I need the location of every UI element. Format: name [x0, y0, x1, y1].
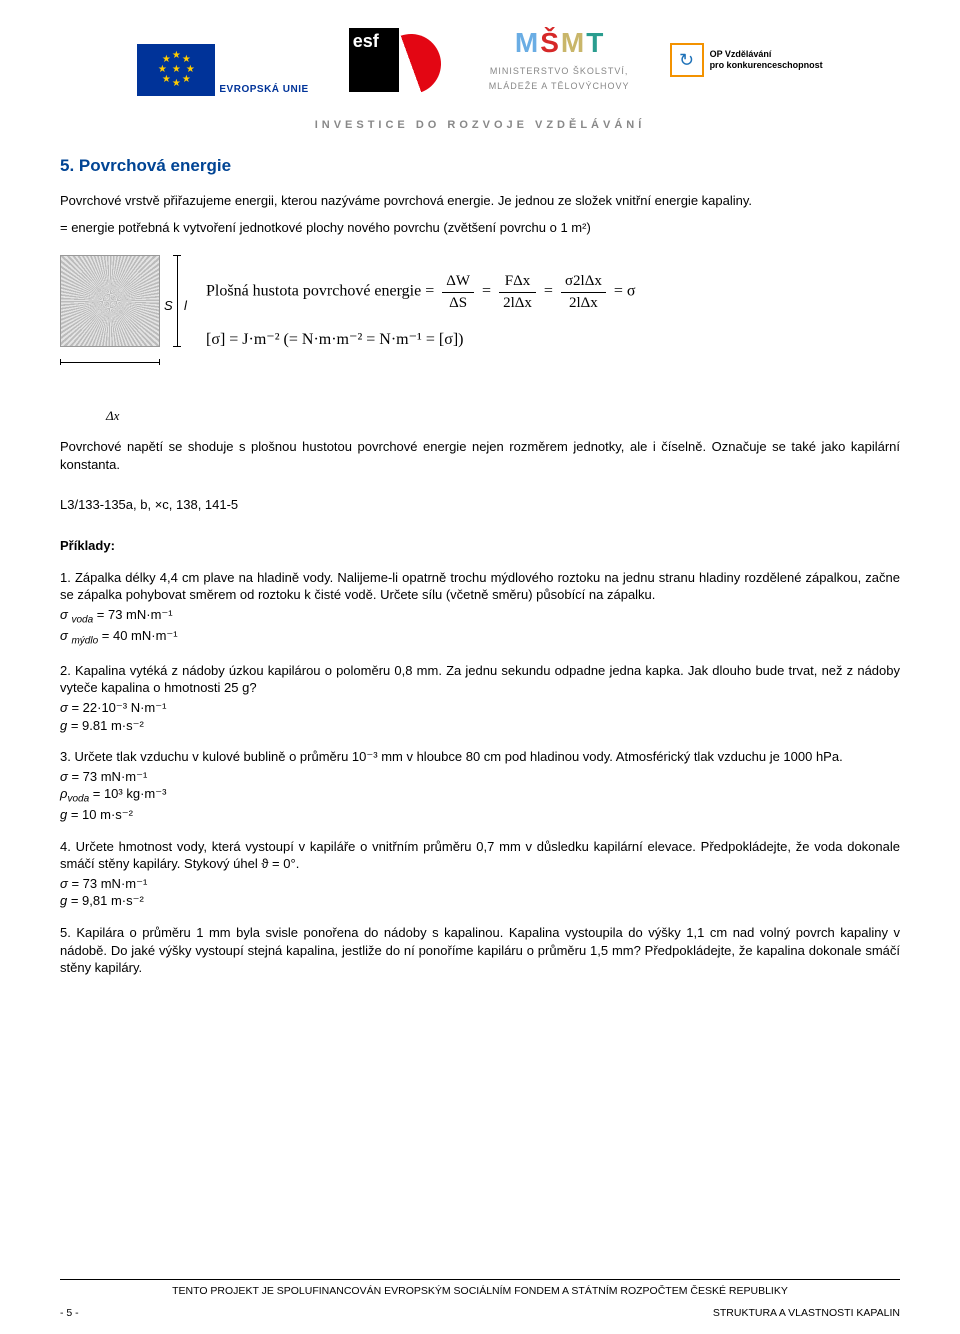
frac3: σ2lΔx2lΔx [561, 271, 606, 313]
page-footer: TENTO PROJEKT JE SPOLUFINANCOVÁN EVROPSK… [0, 1279, 960, 1320]
priklady-heading: Příklady: [60, 537, 900, 555]
section-title: 5. Povrchová energie [60, 155, 900, 178]
param-line: σ mýdlo = 40 mN·m⁻¹ [60, 627, 900, 648]
investice-tagline: INVESTICE DO ROZVOJE VZDĚLÁVÁNÍ [60, 104, 900, 155]
param-line: σ = 73 mN·m⁻¹ [60, 768, 900, 786]
below-equation-text: Povrchové napětí se shoduje s plošnou hu… [60, 438, 900, 473]
footer-right-text: STRUKTURA A VLASTNOSTI KAPALIN [713, 1306, 900, 1320]
op-text: OP Vzdělávání pro konkurenceschopnost [710, 49, 823, 71]
param-line: σ = 22·10⁻³ N·m⁻¹ [60, 699, 900, 717]
op-line2: pro konkurenceschopnost [710, 60, 823, 71]
msmt-logo: MŠMT MINISTERSTVO ŠKOLSTVÍ, MLÁDEŽE A TĚ… [489, 24, 630, 96]
op-logo: ↻ OP Vzdělávání pro konkurenceschopnost [670, 24, 823, 96]
priklad-text: 4. Určete hmotnost vody, která vystoupí … [60, 838, 900, 873]
surface-diagram: S l [60, 255, 190, 375]
footer-divider [60, 1279, 900, 1280]
footer-project: TENTO PROJEKT JE SPOLUFINANCOVÁN EVROPSK… [0, 1284, 960, 1302]
diagram-label-S: S [164, 297, 173, 315]
eq1-suffix: = σ [614, 283, 636, 300]
underbracket-icon [60, 353, 160, 363]
priklad-text: 1. Zápalka délky 4,4 cm plave na hladině… [60, 569, 900, 604]
param-line: σ = 73 mN·m⁻¹ [60, 875, 900, 893]
op-line1: OP Vzdělávání [710, 49, 823, 60]
eu-flag-icon [137, 44, 215, 96]
priklad-text: 3. Určete tlak vzduchu v kulové bublině … [60, 748, 900, 766]
op-box-icon: ↻ [670, 43, 704, 77]
param-line: ρvoda = 10³ kg·m⁻³ [60, 785, 900, 806]
param-line: σ voda = 73 mN·m⁻¹ [60, 606, 900, 627]
priklad-text: 5. Kapilára o průměru 1 mm byla svisle p… [60, 924, 900, 977]
eu-label: EVROPSKÁ UNIE [219, 83, 308, 97]
references: L3/133-135a, b, ×c, 138, 141-5 [60, 496, 900, 514]
diagram-label-dx: Δx [106, 407, 900, 425]
msmt-glyph-icon: MŠMT [489, 24, 630, 62]
definition-paragraph: = energie potřebná k vytvoření jednotkov… [60, 219, 900, 237]
diagram-label-l: l [184, 297, 187, 315]
priklad-item: 5. Kapilára o průměru 1 mm byla svisle p… [60, 924, 900, 977]
eu-logo: EVROPSKÁ UNIE [137, 24, 308, 96]
equation-line1: Plošná hustota povrchové energie = ΔWΔS … [206, 271, 636, 313]
priklad-item: 3. Určete tlak vzduchu v kulové bublině … [60, 748, 900, 824]
frac2: FΔx2lΔx [499, 271, 536, 313]
priklady-list: 1. Zápalka délky 4,4 cm plave na hladině… [60, 569, 900, 977]
priklad-params: σ = 73 mN·m⁻¹g = 9,81 m·s⁻² [60, 875, 900, 910]
eq1-prefix: Plošná hustota povrchové energie = [206, 283, 434, 300]
footer-page-number: - 5 - [60, 1306, 79, 1320]
frac1: ΔWΔS [442, 271, 474, 313]
equations: Plošná hustota povrchové energie = ΔWΔS … [206, 271, 636, 358]
esf-initials: esf [353, 32, 379, 50]
texture-rect-icon [60, 255, 160, 347]
esf-logo: esf [349, 24, 449, 96]
priklad-item: 1. Zápalka délky 4,4 cm plave na hladině… [60, 569, 900, 648]
param-line: g = 10 m·s⁻² [60, 806, 900, 824]
msmt-line2: MLÁDEŽE A TĚLOVÝCHOVY [489, 81, 630, 93]
priklad-params: σ = 22·10⁻³ N·m⁻¹g = 9.81 m·s⁻² [60, 699, 900, 734]
intro-paragraph: Povrchové vrstvě přiřazujeme energii, kt… [60, 192, 900, 210]
equation-line2: [σ] = J·m⁻² (= N·m·m⁻² = N·m⁻¹ = [σ]) [206, 329, 636, 351]
param-line: g = 9,81 m·s⁻² [60, 892, 900, 910]
msmt-line1: MINISTERSTVO ŠKOLSTVÍ, [489, 66, 630, 78]
priklad-item: 2. Kapalina vytéká z nádoby úzkou kapilá… [60, 662, 900, 734]
priklad-text: 2. Kapalina vytéká z nádoby úzkou kapilá… [60, 662, 900, 697]
header-logos: EVROPSKÁ UNIE esf MŠMT MINISTERSTVO ŠKOL… [60, 0, 900, 104]
param-line: g = 9.81 m·s⁻² [60, 717, 900, 735]
priklad-params: σ voda = 73 mN·m⁻¹σ mýdlo = 40 mN·m⁻¹ [60, 606, 900, 648]
priklad-item: 4. Určete hmotnost vody, která vystoupí … [60, 838, 900, 910]
formula-block: S l Plošná hustota povrchové energie = Δ… [60, 255, 900, 375]
priklad-params: σ = 73 mN·m⁻¹ρvoda = 10³ kg·m⁻³g = 10 m·… [60, 768, 900, 824]
